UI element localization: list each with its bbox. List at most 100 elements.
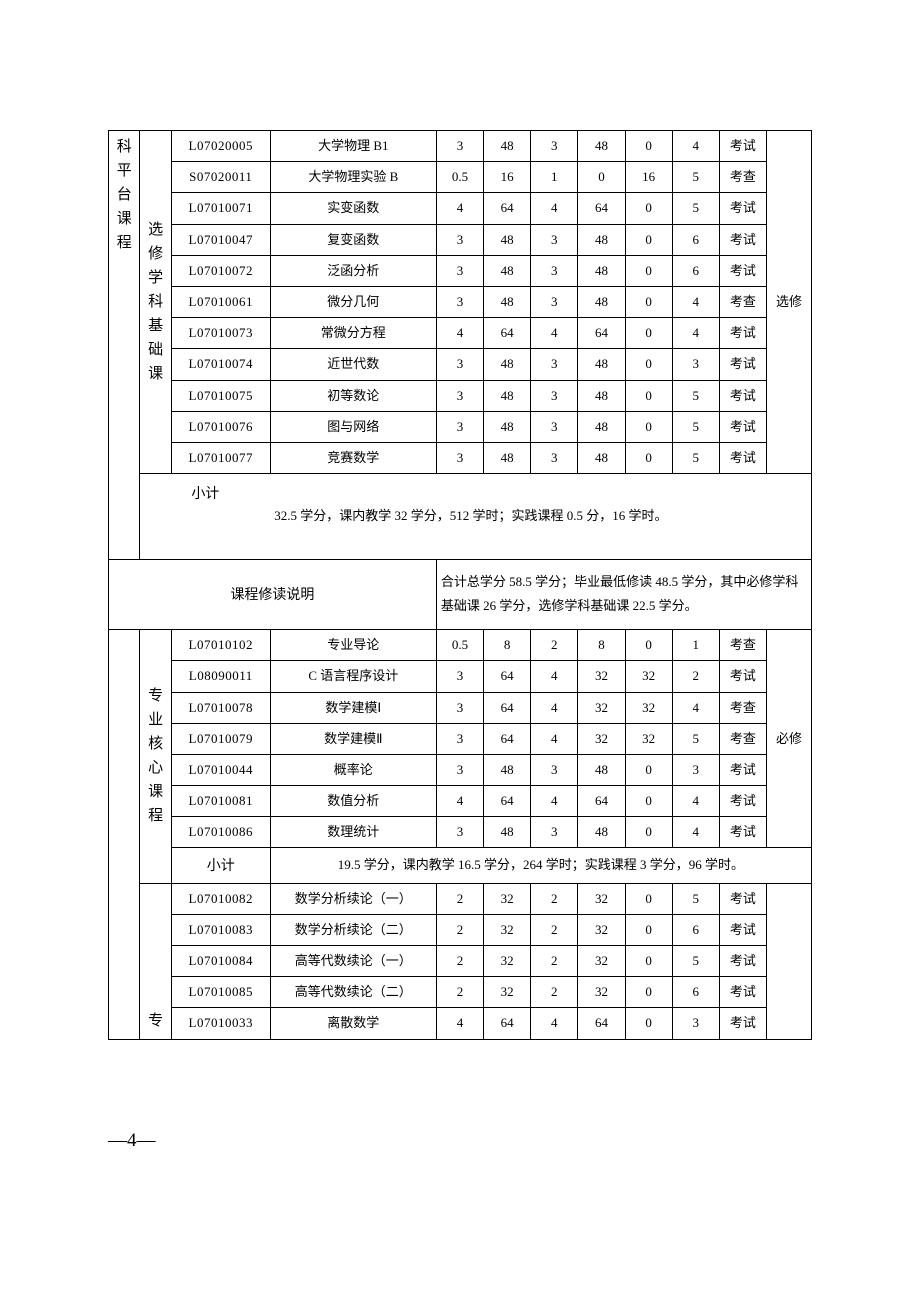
- cell: 考试: [719, 754, 766, 785]
- cell: 48: [578, 131, 625, 162]
- cell: 64: [484, 193, 531, 224]
- req-blank: [766, 883, 811, 1039]
- cell: 32: [578, 661, 625, 692]
- cell: 考试: [719, 411, 766, 442]
- cell: 3: [672, 1008, 719, 1039]
- cell: 64: [484, 723, 531, 754]
- cell: L07010078: [171, 692, 270, 723]
- cell: 5: [672, 723, 719, 754]
- cell: 48: [484, 131, 531, 162]
- cell: 竞赛数学: [270, 442, 436, 473]
- cell: 32: [484, 914, 531, 945]
- cell: L07010085: [171, 977, 270, 1008]
- cell: 64: [484, 1008, 531, 1039]
- cell: 48: [484, 817, 531, 848]
- cell: 0: [625, 255, 672, 286]
- cell: 3: [531, 224, 578, 255]
- cell: 2: [531, 883, 578, 914]
- group-label: 科平台课程: [109, 131, 140, 560]
- cell: 3: [531, 754, 578, 785]
- cell: L07010075: [171, 380, 270, 411]
- cell: 数值分析: [270, 786, 436, 817]
- cell: 32: [484, 946, 531, 977]
- cell: 1: [672, 630, 719, 661]
- cell: 3: [531, 131, 578, 162]
- cell: 考试: [719, 380, 766, 411]
- cell: 考试: [719, 349, 766, 380]
- cell: 3: [436, 349, 483, 380]
- cell: 3: [436, 411, 483, 442]
- cell: L07010033: [171, 1008, 270, 1039]
- cell: 0: [625, 946, 672, 977]
- cell: 数理统计: [270, 817, 436, 848]
- cell: 48: [484, 411, 531, 442]
- cell: 8: [578, 630, 625, 661]
- cell: 3: [531, 817, 578, 848]
- cell: 3: [531, 286, 578, 317]
- cell: L07010084: [171, 946, 270, 977]
- cell: L07010073: [171, 318, 270, 349]
- cell: 0: [625, 1008, 672, 1039]
- cell: 16: [484, 162, 531, 193]
- cell: L08090011: [171, 661, 270, 692]
- cell: 32: [484, 977, 531, 1008]
- cell: 常微分方程: [270, 318, 436, 349]
- cell: 6: [672, 914, 719, 945]
- cell: 6: [672, 977, 719, 1008]
- cell: 8: [484, 630, 531, 661]
- cell: 0: [625, 318, 672, 349]
- cell: 2: [436, 883, 483, 914]
- cell: 3: [531, 442, 578, 473]
- cell: 2: [531, 946, 578, 977]
- cell: 5: [672, 162, 719, 193]
- cell: 考查: [719, 286, 766, 317]
- cell: L07010081: [171, 786, 270, 817]
- cell: 3: [672, 349, 719, 380]
- cell: 选修: [766, 131, 811, 474]
- cell: 大学物理实验 B: [270, 162, 436, 193]
- cell: 4: [531, 692, 578, 723]
- cell: 考试: [719, 255, 766, 286]
- cell: L07010077: [171, 442, 270, 473]
- subtotal-label: 小计: [140, 474, 270, 560]
- cell: 4: [531, 661, 578, 692]
- cell: 2: [436, 914, 483, 945]
- cell: 0: [625, 977, 672, 1008]
- cell: 48: [578, 754, 625, 785]
- cell: 4: [672, 131, 719, 162]
- cell: 3: [436, 723, 483, 754]
- cell: 考查: [719, 723, 766, 754]
- cell: L07010074: [171, 349, 270, 380]
- cell: 32: [625, 661, 672, 692]
- cell: 48: [578, 224, 625, 255]
- cell: 3: [531, 380, 578, 411]
- cell: 3: [436, 754, 483, 785]
- cell: 4: [531, 193, 578, 224]
- cell: 3: [436, 131, 483, 162]
- cell: 0.5: [436, 162, 483, 193]
- cell: L07010086: [171, 817, 270, 848]
- subtotal-label: 小计: [171, 848, 270, 883]
- cell: 48: [578, 255, 625, 286]
- cell: 48: [484, 754, 531, 785]
- desc-text: 合计总学分 58.5 学分；毕业最低修读 48.5 学分，其中必修学科基础课 2…: [436, 559, 811, 629]
- cell: 考试: [719, 224, 766, 255]
- cell: 0: [625, 786, 672, 817]
- cell: 考查: [719, 692, 766, 723]
- cell: 2: [672, 661, 719, 692]
- cell: 32: [578, 946, 625, 977]
- cell: L07010072: [171, 255, 270, 286]
- cell: 考试: [719, 193, 766, 224]
- cell: 64: [484, 661, 531, 692]
- cell: 3: [672, 754, 719, 785]
- cell: 32: [625, 692, 672, 723]
- cell: 考试: [719, 442, 766, 473]
- cell: 5: [672, 442, 719, 473]
- cell: L07010079: [171, 723, 270, 754]
- cell: 考试: [719, 786, 766, 817]
- cell: 4: [436, 193, 483, 224]
- cell: S07020011: [171, 162, 270, 193]
- cell: 4: [436, 318, 483, 349]
- cell: 48: [578, 349, 625, 380]
- cell: 64: [578, 318, 625, 349]
